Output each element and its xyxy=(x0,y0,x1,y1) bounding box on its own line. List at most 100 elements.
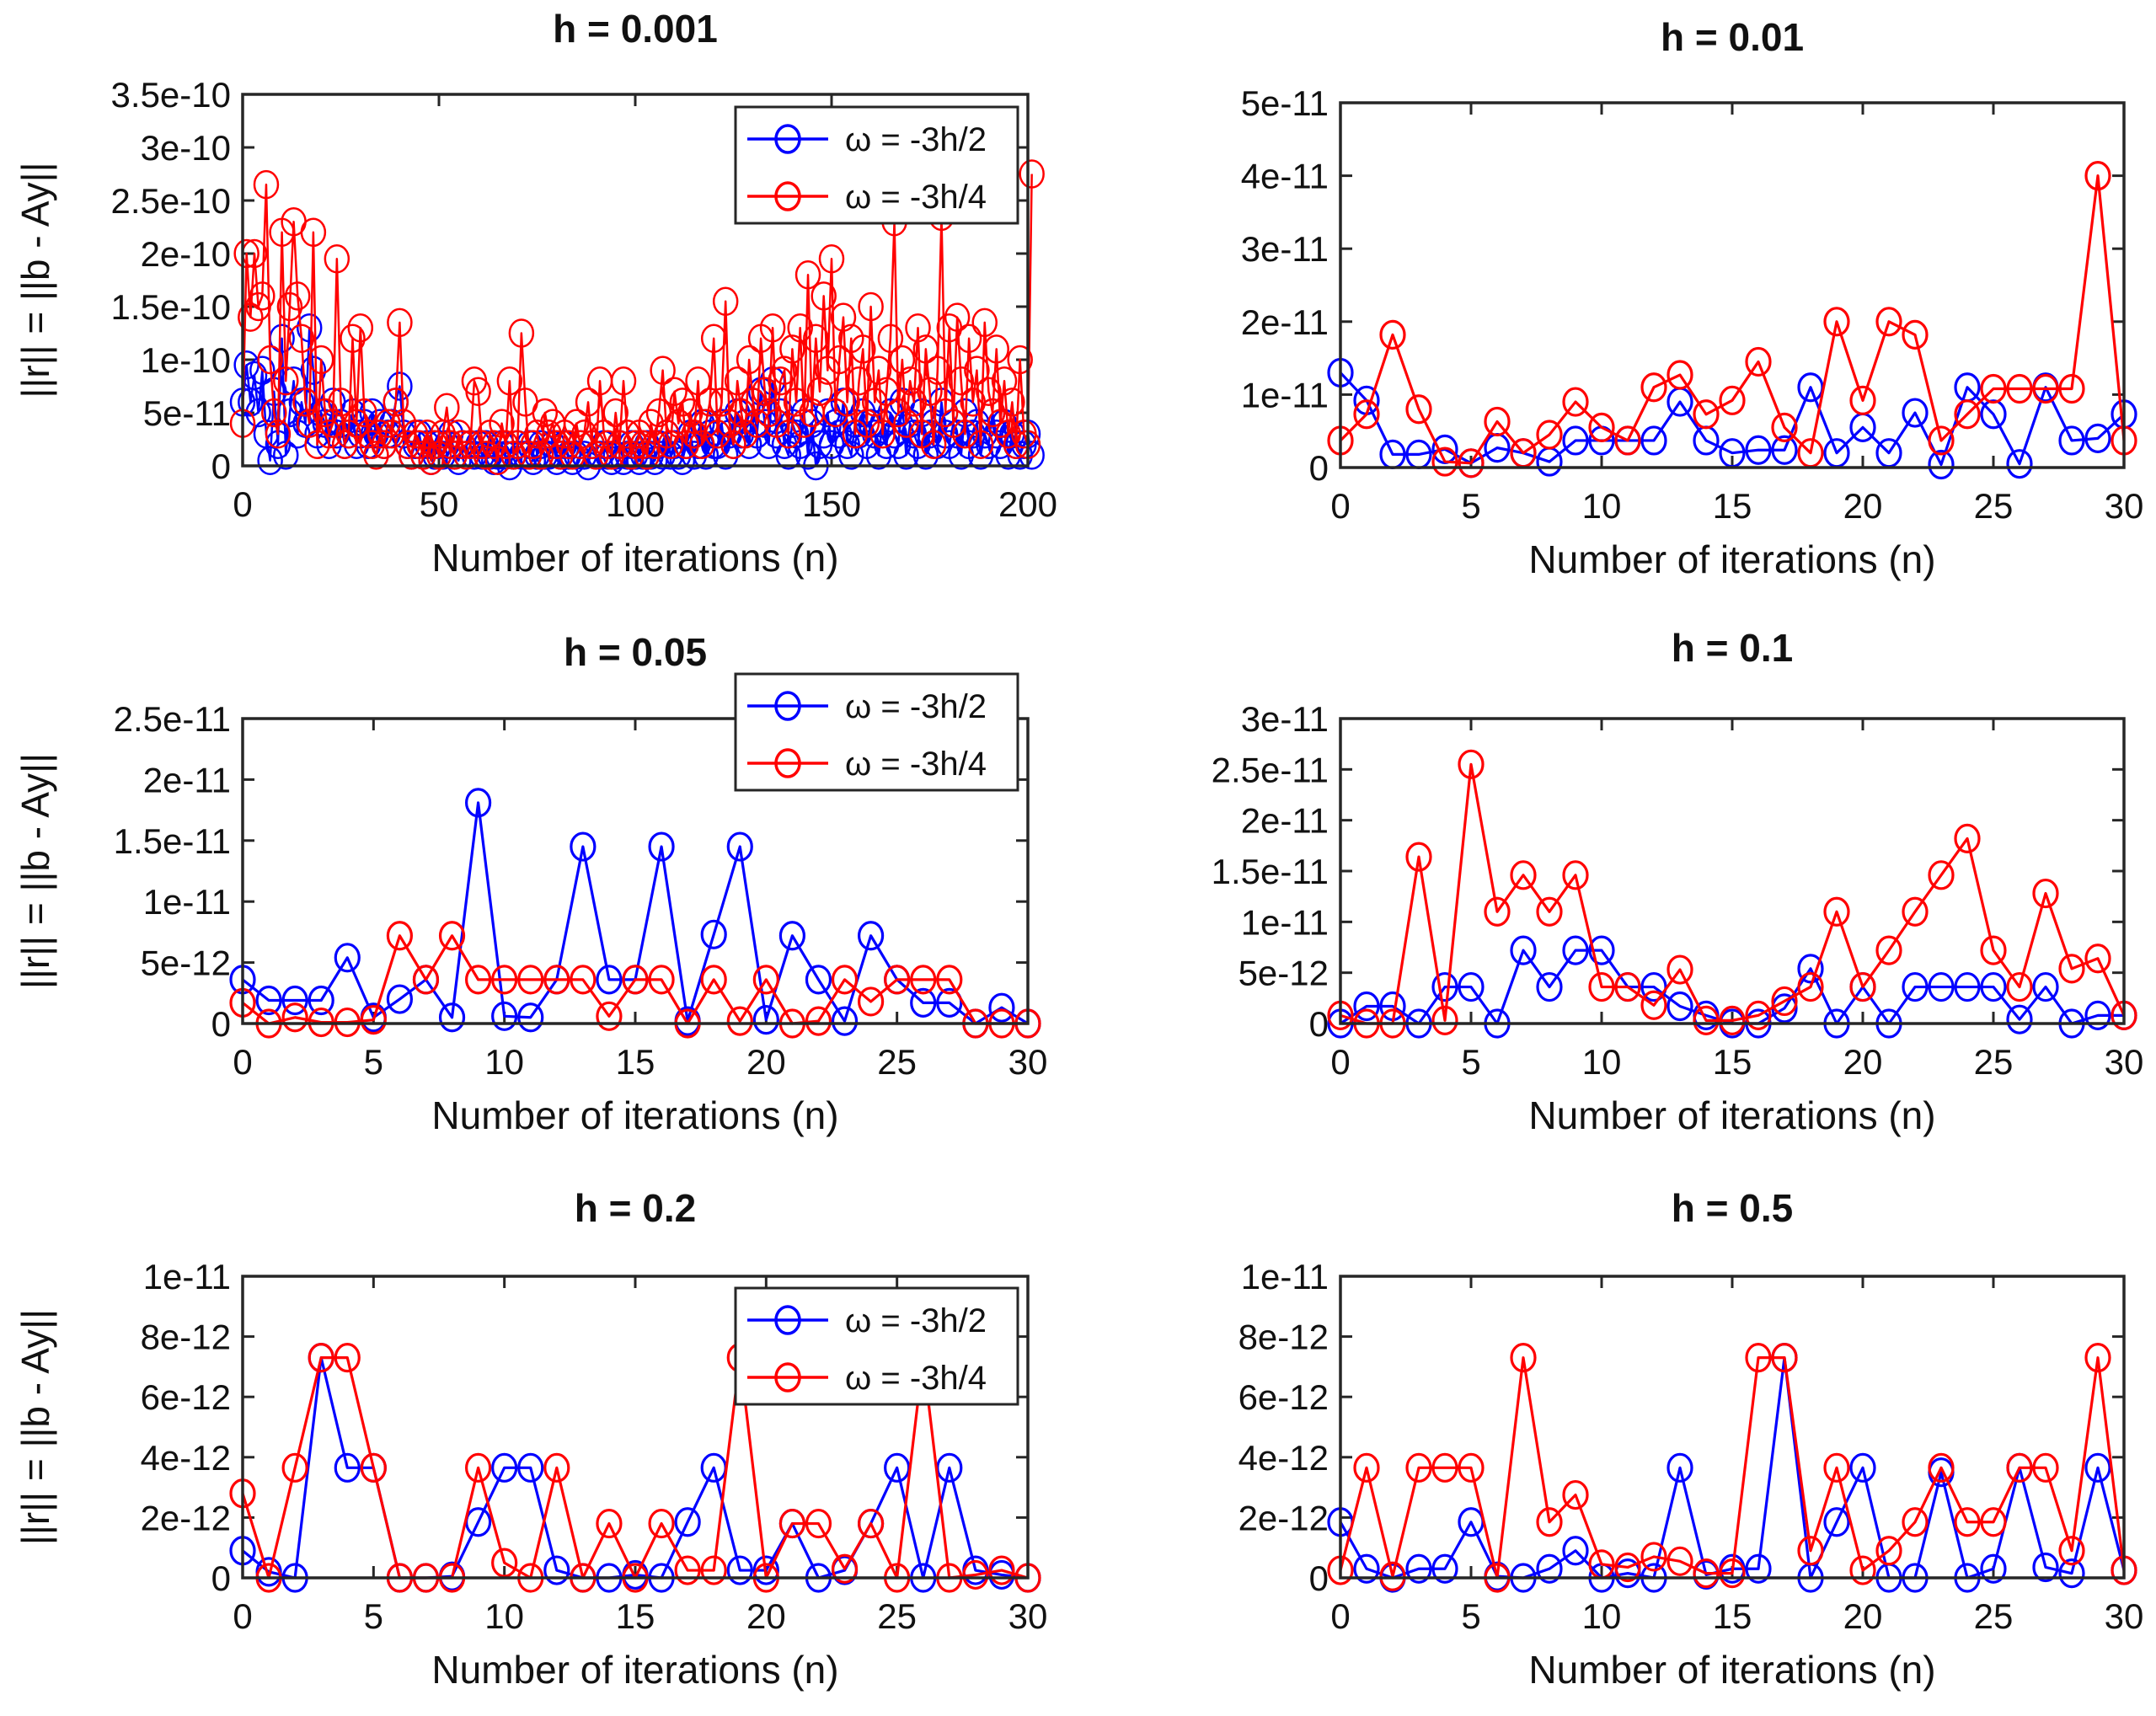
legend: ω = -3h/2 ω = -3h/4 xyxy=(734,105,1019,225)
y-tick-label: 2e-12 xyxy=(141,1498,231,1537)
legend-marker xyxy=(774,1362,801,1393)
data-point xyxy=(661,377,687,407)
x-tick-label: 15 xyxy=(1713,1596,1752,1636)
data-point xyxy=(920,430,947,460)
data-point xyxy=(811,281,837,311)
y-tick-label: 1.5e-11 xyxy=(1212,852,1329,891)
data-point xyxy=(441,441,468,470)
data-point xyxy=(614,419,640,449)
data-point xyxy=(1797,954,1824,984)
data-point xyxy=(806,377,833,407)
data-point xyxy=(700,1555,727,1585)
data-point xyxy=(598,441,625,470)
legend-label: ω = -3h/2 xyxy=(845,121,987,158)
data-point xyxy=(1458,749,1485,779)
data-point xyxy=(1405,1452,1432,1483)
y-tick-label: 2.5e-11 xyxy=(1212,750,1329,789)
data-point xyxy=(944,302,971,332)
x-tick-label: 0 xyxy=(233,1596,252,1636)
data-point xyxy=(893,409,919,438)
data-point xyxy=(570,831,597,862)
x-tick-label: 30 xyxy=(2105,486,2144,526)
data-point xyxy=(245,398,271,428)
data-point xyxy=(917,377,943,407)
x-tick-label: 0 xyxy=(1330,1042,1350,1082)
data-point xyxy=(884,965,911,995)
axes-frame xyxy=(1339,1275,2126,1580)
data-point xyxy=(2084,1000,2111,1030)
data-point xyxy=(1562,935,1589,965)
y-tick-label: 3e-11 xyxy=(1241,229,1329,269)
data-point xyxy=(596,965,623,995)
x-axis-label: Number of iterations (n) xyxy=(1528,1648,1935,1692)
data-point xyxy=(308,345,334,375)
x-axis-label: Number of iterations (n) xyxy=(1528,537,1935,581)
data-point xyxy=(1458,448,1485,478)
data-point xyxy=(238,302,264,332)
data-point xyxy=(347,313,374,343)
legend-box xyxy=(734,672,1019,792)
legend-label: ω = -3h/4 xyxy=(845,1360,987,1397)
data-point xyxy=(288,323,315,354)
series-blue xyxy=(229,788,1041,1039)
data-point xyxy=(328,388,354,417)
data-point xyxy=(648,831,675,862)
data-point xyxy=(1431,1452,1458,1483)
y-tick-label: 0 xyxy=(211,1004,231,1044)
x-tick-label: 100 xyxy=(606,484,665,524)
data-point xyxy=(1980,373,2007,404)
data-point xyxy=(905,313,931,343)
x-tick-label: 5 xyxy=(1461,1596,1480,1636)
data-point xyxy=(543,1555,570,1585)
data-point xyxy=(543,1452,570,1483)
data-point xyxy=(1954,1507,1981,1537)
data-point xyxy=(805,1508,832,1539)
data-point xyxy=(827,345,853,375)
data-point xyxy=(697,388,723,417)
data-point xyxy=(1405,394,1432,425)
data-point xyxy=(1484,406,1511,437)
data-point xyxy=(791,409,817,438)
data-point xyxy=(255,985,282,1016)
x-axis-label: Number of iterations (n) xyxy=(1528,1093,1935,1137)
y-tick-label: 8e-12 xyxy=(141,1318,231,1357)
y-tick-label: 5e-11 xyxy=(1241,83,1329,123)
data-point xyxy=(261,398,287,428)
data-point xyxy=(877,323,904,354)
x-tick-label: 0 xyxy=(233,484,252,524)
data-point xyxy=(1431,446,1458,477)
data-point xyxy=(1719,1005,1746,1035)
data-point xyxy=(1562,1479,1589,1510)
data-point xyxy=(1353,991,1380,1022)
data-point xyxy=(464,1452,492,1483)
chart-2: h = 0.01 0 5 10 15 20 25 30 0 1e-11 2e-11 3e-11 4e-1… xyxy=(1241,15,2144,581)
data-point xyxy=(673,430,699,460)
data-point xyxy=(1823,1507,1850,1537)
y-tick-label: 0 xyxy=(1309,448,1329,488)
data-point xyxy=(756,398,782,428)
data-point xyxy=(1823,307,1850,337)
x-tick-label: 20 xyxy=(746,1042,786,1082)
data-point xyxy=(2058,954,2085,984)
data-point xyxy=(967,430,994,460)
data-point xyxy=(1902,1507,1929,1537)
data-point xyxy=(1745,1343,1772,1373)
data-point xyxy=(910,987,937,1018)
x-tick-label: 25 xyxy=(1974,1596,2014,1636)
data-point xyxy=(889,345,916,375)
data-point xyxy=(1007,345,1033,375)
data-point xyxy=(1536,1507,1563,1537)
data-point xyxy=(988,992,1015,1023)
data-point xyxy=(308,985,334,1016)
data-point xyxy=(265,419,292,449)
data-point xyxy=(910,965,937,995)
data-point xyxy=(1980,1507,2007,1537)
data-point xyxy=(1928,971,1955,1002)
data-point xyxy=(1379,319,1406,350)
data-point xyxy=(387,372,413,401)
data-point xyxy=(1719,385,1746,415)
axes-frame xyxy=(1339,717,2126,1025)
data-point xyxy=(351,398,377,428)
data-point xyxy=(1902,398,1929,428)
x-tick-label: 10 xyxy=(1582,1596,1622,1636)
